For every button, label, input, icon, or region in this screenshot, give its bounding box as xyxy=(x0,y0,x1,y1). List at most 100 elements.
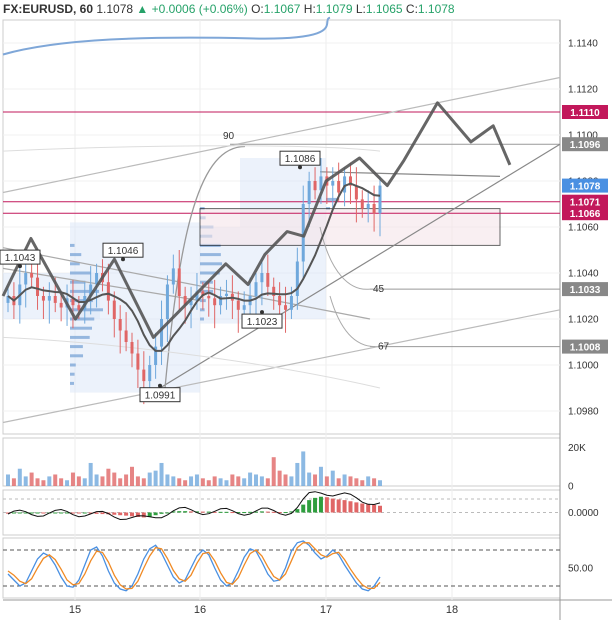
macd-bar xyxy=(118,512,123,516)
volume-bar xyxy=(271,457,276,486)
candle-body xyxy=(112,300,116,319)
volume-bar xyxy=(307,472,312,486)
volume-profile-bar xyxy=(70,308,103,312)
volume-bar xyxy=(76,476,81,486)
volume-bar xyxy=(82,478,87,486)
volume-bar xyxy=(23,476,28,486)
volume-profile-bar xyxy=(70,381,74,385)
price-tick-label: 1.1020 xyxy=(568,315,599,326)
macd-bar xyxy=(35,512,40,514)
candle-body xyxy=(348,176,352,186)
candle-body xyxy=(154,346,158,365)
volume-bar xyxy=(118,478,123,486)
volume-profile-bar xyxy=(200,271,220,275)
volume-bar xyxy=(153,470,158,486)
candle-body xyxy=(171,268,175,285)
volume-bar xyxy=(242,478,247,486)
macd-bar xyxy=(218,511,223,513)
time-tick-label: 15 xyxy=(69,604,81,616)
macd-bar xyxy=(70,512,75,514)
bollinger-mid xyxy=(2,145,381,152)
bollinger-lower xyxy=(2,336,381,389)
macd-bar xyxy=(318,496,323,513)
volume-bar xyxy=(259,476,264,486)
candle-body xyxy=(307,181,311,204)
candle-body xyxy=(254,282,258,296)
candle-body xyxy=(219,296,223,306)
candle-body xyxy=(30,273,34,278)
macd-bar xyxy=(324,497,329,513)
volume-bar xyxy=(171,476,176,486)
candle-body xyxy=(319,176,323,191)
macd-bar xyxy=(189,511,194,513)
macd-bar xyxy=(378,505,382,513)
price-badge xyxy=(562,339,608,354)
open-label: O: xyxy=(251,2,264,16)
macd-bar xyxy=(360,503,365,513)
close-label: C: xyxy=(405,2,418,16)
pivot-dot xyxy=(158,383,162,388)
candle-body xyxy=(142,369,146,382)
fib-arc xyxy=(329,295,376,348)
price-badge-label: 1.1096 xyxy=(570,140,601,151)
trend-line xyxy=(2,76,561,194)
macd-bar xyxy=(159,512,164,514)
candle-body xyxy=(130,342,134,354)
volume-tick-label: 20K xyxy=(568,443,586,454)
volume-profile-bar xyxy=(200,289,214,293)
candle-body xyxy=(331,181,335,186)
macd-bar xyxy=(301,504,306,513)
candle-body xyxy=(366,204,370,209)
price-badge-label: 1.1110 xyxy=(570,108,600,119)
macd-bar xyxy=(348,501,353,513)
volume-bar xyxy=(159,462,164,486)
price-badge-label: 1.1071 xyxy=(570,198,601,209)
macd-bar xyxy=(112,512,117,515)
candle-body xyxy=(124,330,128,342)
volume-bar xyxy=(330,470,335,486)
candle-body xyxy=(337,181,341,193)
stochastic-panel xyxy=(2,537,561,599)
price-callout-label: 1.1086 xyxy=(285,154,316,165)
volume-bar xyxy=(88,462,93,486)
volume-bar xyxy=(212,476,217,486)
candle-body xyxy=(295,261,299,296)
moving-average-line xyxy=(7,182,381,352)
volume-bar xyxy=(130,466,134,486)
price-tick-label: 1.1100 xyxy=(568,131,598,142)
macd-bar xyxy=(224,511,229,513)
macd-bar xyxy=(259,511,264,513)
candle-body xyxy=(71,298,75,306)
candle-body xyxy=(213,298,217,306)
projection-path xyxy=(1,101,512,339)
volume-bar xyxy=(254,474,258,486)
macd-bar xyxy=(59,512,64,514)
macd-bar xyxy=(82,512,87,514)
macd-bar xyxy=(336,499,341,513)
candle-body xyxy=(118,319,122,331)
volume-bar xyxy=(318,466,323,486)
low-value: 1.1065 xyxy=(365,2,403,16)
macd-bar xyxy=(289,511,294,513)
macd-bar xyxy=(200,511,205,513)
volume-bar xyxy=(224,480,229,486)
volume-bar xyxy=(265,478,270,486)
price-tick-label: 1.1140 xyxy=(568,39,598,50)
candle-body xyxy=(24,273,28,285)
symbol-label: FX:EURUSD, 60 xyxy=(3,2,94,16)
price-tick-label: 1.1120 xyxy=(568,85,598,96)
volume-profile-bar xyxy=(326,197,338,201)
price-tick-label: 1.0980 xyxy=(568,407,599,418)
price-badge xyxy=(562,206,608,221)
volume-bar xyxy=(189,476,194,486)
price-badge xyxy=(562,178,608,193)
price-callout-label: 1.0991 xyxy=(145,391,176,402)
macd-bar xyxy=(342,500,347,513)
volume-bar xyxy=(11,478,16,486)
macd-bar xyxy=(330,498,335,513)
volume-bar xyxy=(59,478,64,486)
price-badge xyxy=(562,282,608,297)
pivot-dot xyxy=(121,257,125,262)
volume-profile-bar xyxy=(70,372,75,376)
